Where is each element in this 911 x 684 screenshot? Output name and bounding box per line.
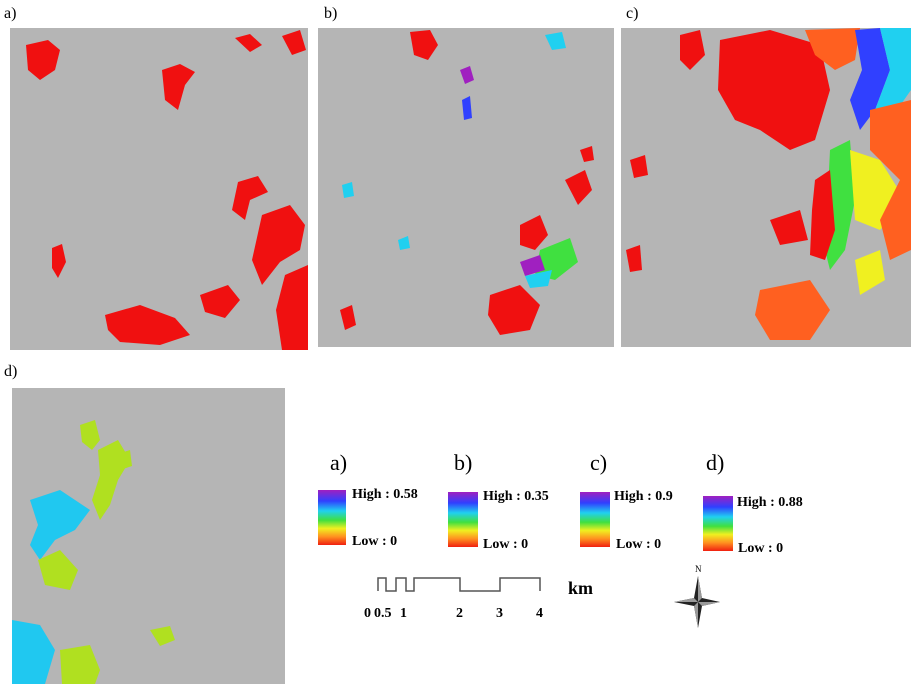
scale-unit: km: [568, 578, 593, 598]
scale-label: 2: [456, 606, 463, 621]
color-ramp: [448, 492, 478, 547]
map-a: [10, 28, 308, 350]
legend-high: High : 0.88: [737, 495, 803, 510]
scale-label: 0.5: [374, 606, 392, 621]
legend-low: Low : 0: [738, 541, 783, 556]
panel-label: c): [626, 5, 638, 22]
scale-label: 4: [536, 606, 543, 621]
legend-label: c): [590, 450, 607, 475]
panel-label: b): [324, 5, 337, 22]
legend-low: Low : 0: [352, 534, 397, 549]
legend-low: Low : 0: [483, 537, 528, 552]
legend-low: Low : 0: [616, 537, 661, 552]
legend-label: b): [454, 450, 472, 475]
north-arrow: N: [674, 564, 720, 628]
panel-label: a): [4, 5, 16, 22]
scale-label: 3: [496, 606, 503, 621]
map-c: [621, 28, 911, 347]
map-b: [318, 28, 614, 347]
legend-label: a): [330, 450, 347, 475]
color-ramp: [318, 490, 346, 545]
panel-label: d): [4, 363, 17, 380]
legend: a) High : 0.58 Low : 0 b) High : 0.35 Lo…: [318, 450, 803, 556]
color-ramp: [703, 496, 733, 551]
legend-high: High : 0.58: [352, 487, 418, 502]
legend-high: High : 0.9: [614, 489, 673, 504]
north-label: N: [695, 564, 702, 574]
scale-bar: 0 0.5 1 2 3 4 km: [364, 577, 593, 621]
scale-label: 1: [400, 606, 407, 621]
legend-label: d): [706, 450, 724, 475]
legend-high: High : 0.35: [483, 489, 549, 504]
color-ramp: [580, 492, 610, 547]
map-d: [12, 388, 285, 684]
scale-label: 0: [364, 606, 371, 621]
